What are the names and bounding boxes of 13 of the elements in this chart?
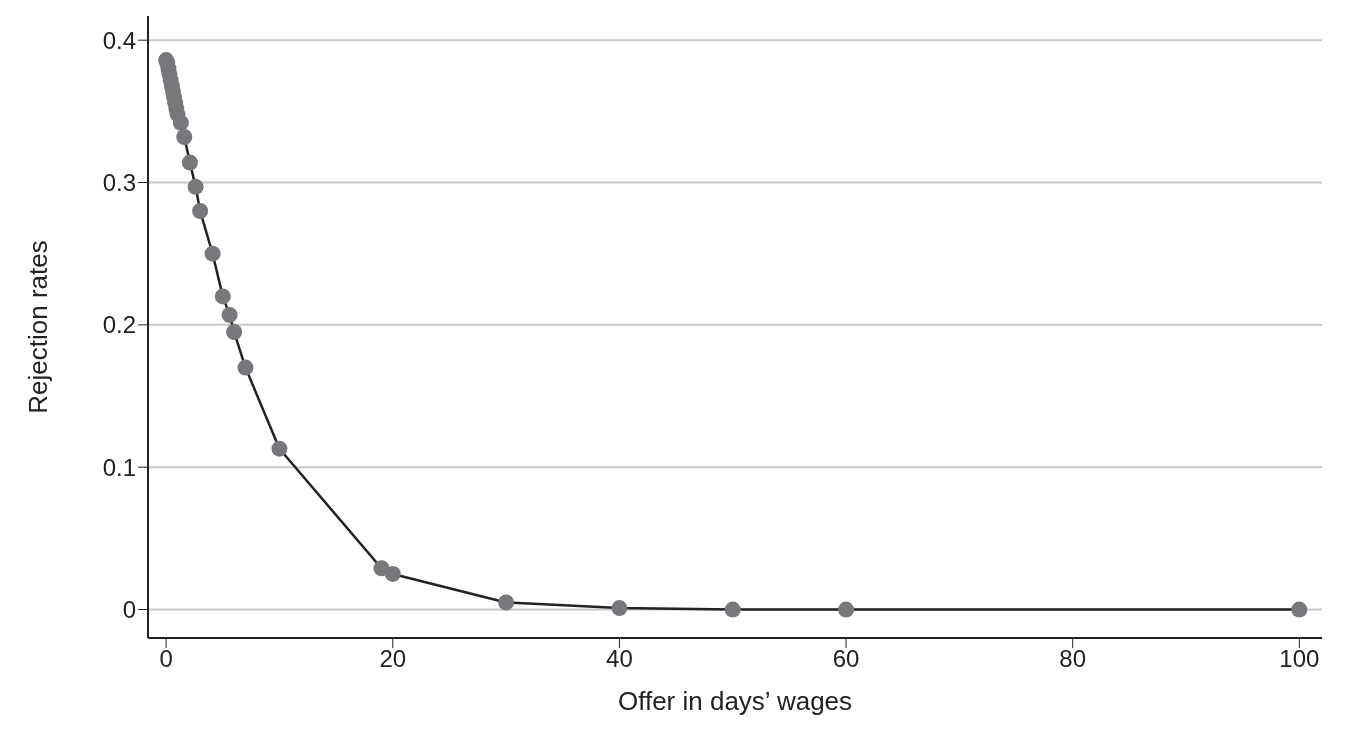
x-tick-label: 40 [606,645,633,673]
x-tick-label: 20 [379,645,407,673]
x-tick-label: 100 [1279,645,1320,673]
y-tick-label: 0 [122,596,136,624]
y-tick-label: 0.3 [102,169,136,197]
y-tick-label: 0.1 [102,453,136,481]
x-tick-label: 60 [832,645,860,673]
x-axis-title: Offer in days’ wages [617,686,853,716]
y-tick-label: 0.4 [102,26,136,54]
y-tick-label: 0.2 [102,311,136,339]
x-tick-label: 0 [159,645,173,673]
y-axis-title: Rejection rates [23,240,54,414]
x-tick-label: 80 [1059,645,1087,673]
